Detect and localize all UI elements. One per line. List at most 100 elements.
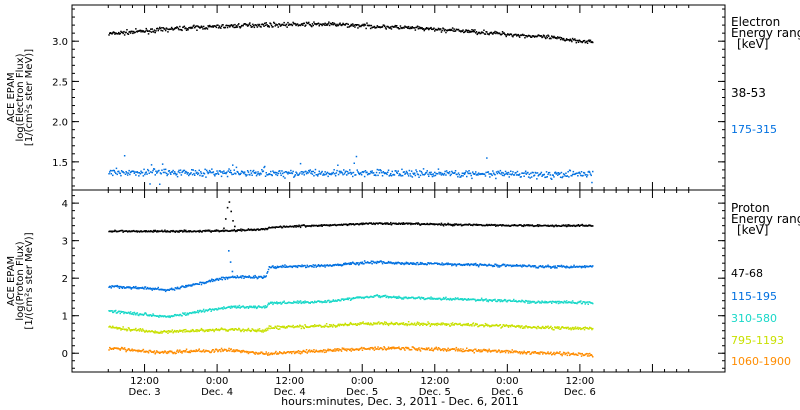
data-point [342, 264, 344, 266]
data-point [278, 170, 280, 172]
data-point [474, 324, 476, 326]
data-point [389, 174, 391, 176]
data-point [186, 312, 188, 314]
data-point [165, 231, 168, 233]
data-point [390, 175, 393, 177]
data-point [119, 312, 121, 315]
data-point [137, 314, 139, 316]
data-point [457, 297, 459, 299]
data-point [584, 353, 586, 356]
data-point [281, 301, 284, 303]
data-point [208, 309, 210, 311]
data-point [571, 37, 574, 40]
data-point [238, 26, 241, 28]
data-point [209, 171, 212, 173]
data-point [472, 224, 474, 227]
data-point [530, 36, 532, 38]
data-point [524, 170, 527, 172]
data-point [261, 276, 263, 278]
data-point [553, 301, 555, 303]
data-point [362, 222, 364, 224]
data-point [398, 295, 400, 298]
data-point [592, 327, 594, 330]
data-point [155, 30, 157, 32]
data-point [268, 266, 270, 268]
data-point [291, 302, 294, 304]
data-point [257, 353, 259, 355]
data-point [587, 328, 589, 330]
data-point [555, 302, 557, 304]
data-point [282, 352, 285, 354]
data-point [237, 171, 239, 173]
data-point [431, 323, 433, 325]
data-point [404, 346, 407, 349]
data-point [279, 328, 281, 330]
data-point [445, 170, 448, 172]
data-point [380, 170, 382, 172]
data-point [460, 263, 463, 266]
data-point [301, 23, 303, 25]
data-point [553, 35, 555, 38]
data-point [211, 278, 213, 280]
data-point [532, 171, 534, 174]
data-point [288, 225, 291, 228]
y-tick-label: 1 [62, 312, 68, 323]
data-point [587, 266, 589, 268]
data-point [155, 230, 157, 232]
data-point [198, 310, 200, 313]
data-point [385, 262, 387, 264]
data-point [590, 174, 592, 177]
data-point [237, 305, 239, 308]
data-point [440, 31, 443, 33]
data-point [557, 300, 559, 303]
data-point [560, 37, 563, 39]
data-point [571, 175, 573, 177]
data-point [439, 297, 441, 300]
data-point [232, 329, 235, 331]
data-point [515, 265, 517, 267]
data-point [492, 324, 494, 327]
data-point [260, 26, 262, 28]
data-point [306, 301, 308, 303]
data-point [510, 264, 512, 266]
data-point [301, 264, 303, 266]
data-point [434, 171, 436, 174]
data-point [393, 26, 396, 28]
data-point [290, 352, 293, 355]
data-point [524, 301, 526, 304]
data-point [583, 327, 585, 329]
data-point [217, 230, 220, 232]
data-point [389, 262, 391, 264]
data-point [189, 330, 191, 333]
data-point [362, 347, 364, 350]
data-point [531, 351, 534, 353]
data-point [260, 330, 262, 332]
data-point [303, 224, 305, 226]
data-point [356, 262, 358, 265]
data-point [156, 230, 159, 232]
data-point [430, 324, 432, 326]
data-point [208, 171, 210, 174]
data-point [566, 266, 569, 268]
data-point [510, 324, 513, 326]
data-point [394, 323, 396, 325]
data-point [407, 223, 409, 225]
data-point [451, 27, 454, 29]
data-point [264, 228, 266, 231]
data-point [349, 262, 352, 264]
data-point [346, 298, 348, 300]
data-point [510, 300, 513, 302]
data-point [489, 32, 491, 34]
data-point [550, 351, 552, 354]
data-point [385, 222, 387, 224]
data-point [536, 225, 538, 227]
data-point [160, 330, 162, 333]
data-point [448, 172, 450, 175]
data-point [237, 24, 239, 26]
data-point [156, 350, 158, 352]
data-point [322, 301, 325, 303]
data-point [523, 175, 525, 177]
data-point [306, 22, 308, 25]
data-point [456, 263, 458, 266]
data-point [434, 174, 437, 177]
